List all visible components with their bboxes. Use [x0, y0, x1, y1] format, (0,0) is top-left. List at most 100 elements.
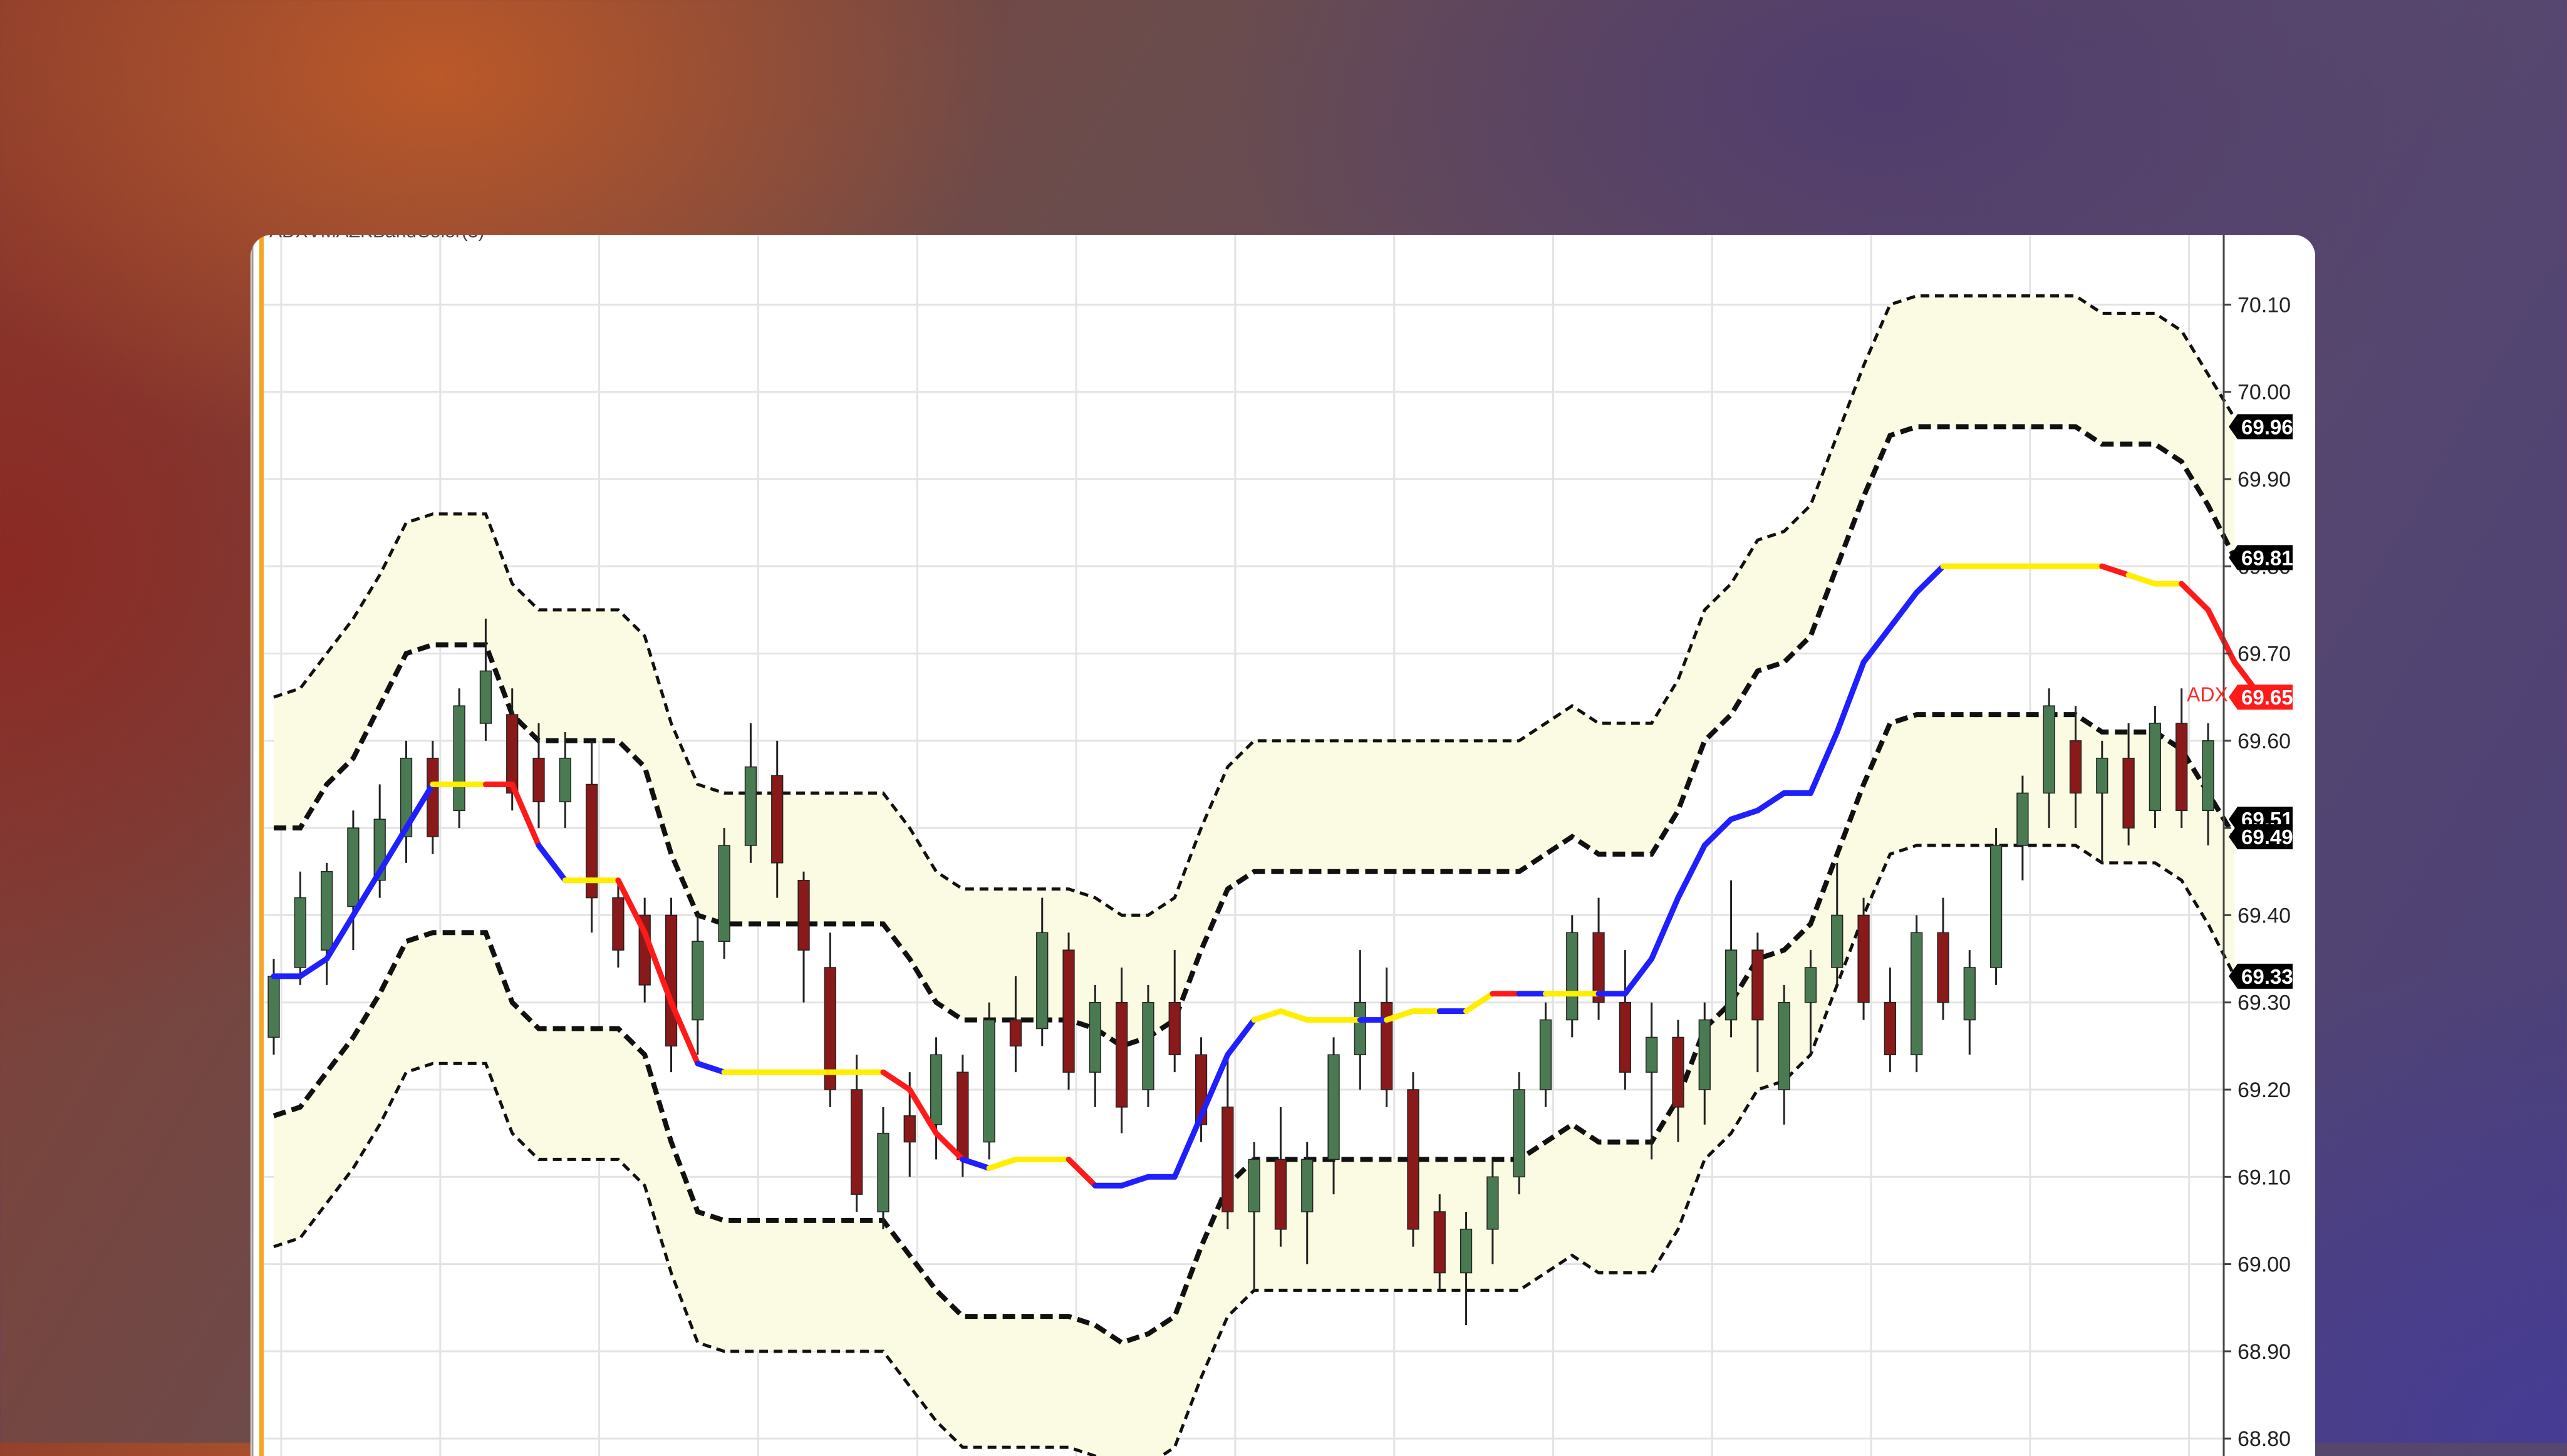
- axis-tick-label: 69.40: [2238, 904, 2291, 927]
- candle-body: [507, 715, 518, 793]
- candle: [745, 723, 757, 863]
- candle-body: [772, 776, 783, 863]
- candle-body: [878, 1133, 889, 1212]
- candle-body: [1885, 1003, 1896, 1055]
- ma-segment: [1228, 1020, 1254, 1055]
- ma-segment: [2182, 584, 2208, 610]
- candle: [586, 741, 598, 932]
- price-tag-label: 69.33: [2241, 965, 2293, 988]
- candle: [1540, 1003, 1552, 1107]
- candle-body: [2123, 758, 2134, 828]
- ma-segment: [2102, 566, 2129, 575]
- price-tag-label: 69.81: [2241, 546, 2293, 569]
- candle-body: [1487, 1177, 1498, 1229]
- axis-tick-label: 68.80: [2238, 1427, 2291, 1451]
- candle-body: [613, 898, 624, 951]
- candle: [931, 1037, 942, 1159]
- candle: [692, 915, 703, 1055]
- candle-body: [1619, 1003, 1631, 1072]
- candle: [1461, 1212, 1472, 1325]
- ma-segment: [2129, 575, 2155, 584]
- candle-body: [1513, 1090, 1525, 1177]
- candle-body: [1964, 968, 1975, 1020]
- candle-body: [718, 845, 730, 941]
- ma-segment: [698, 1063, 724, 1072]
- ma-segment: [1254, 1011, 1280, 1020]
- candle-body: [1672, 1037, 1684, 1107]
- session-start-marker: [259, 235, 264, 1456]
- candle-body: [294, 898, 306, 968]
- ma-segment: [539, 845, 565, 880]
- candle: [1222, 1055, 1233, 1229]
- candle-body: [1699, 1020, 1710, 1090]
- indicator-name: ADXVMAZKBandColor(3): [269, 235, 484, 242]
- candle: [798, 872, 809, 1003]
- candle: [1778, 985, 1790, 1125]
- candle-body: [798, 880, 809, 950]
- ma-segment: [1122, 1177, 1148, 1185]
- candle-body: [1275, 1159, 1287, 1229]
- candle-body: [2070, 741, 2082, 793]
- ma-segment: [989, 1159, 1015, 1168]
- axis-tick-label: 69.20: [2238, 1078, 2291, 1102]
- candle-body: [2176, 723, 2187, 810]
- candle-body: [1063, 950, 1074, 1072]
- ma-segment: [1864, 627, 1890, 663]
- ma-segment: [1704, 819, 1731, 845]
- ma-segment: [1625, 959, 1651, 994]
- candle-body: [1381, 1003, 1392, 1090]
- candle-body: [1461, 1229, 1472, 1273]
- candle: [1567, 915, 1578, 1037]
- candle-body: [1858, 915, 1869, 1002]
- candle-body: [1805, 968, 1817, 1003]
- candle: [268, 959, 279, 1055]
- candle: [294, 872, 306, 985]
- candle: [878, 1107, 889, 1229]
- ma-segment: [1731, 810, 1758, 819]
- ma-segment: [1837, 663, 1864, 732]
- candle: [983, 1003, 995, 1160]
- candle-body: [1169, 1003, 1180, 1055]
- axis-tick-label: 70.00: [2238, 381, 2291, 405]
- axis-tick-label: 69.60: [2238, 730, 2291, 753]
- candle: [1858, 898, 1869, 1020]
- candle-body: [931, 1055, 942, 1124]
- candle: [1619, 950, 1631, 1090]
- candle-body: [1116, 1003, 1128, 1107]
- candle: [1885, 968, 1896, 1072]
- candle-body: [268, 976, 279, 1038]
- axis-tick-label: 69.00: [2238, 1253, 2291, 1277]
- candle-body: [2202, 741, 2214, 810]
- candle: [718, 828, 730, 959]
- chart-window: ADXVMAZKBandColor(3) 70.1070.0069.9069.8…: [251, 235, 2315, 1456]
- candle-body: [348, 828, 359, 906]
- price-tag: 69.49: [2229, 824, 2293, 849]
- candle: [401, 741, 412, 863]
- price-tag: 69.81: [2229, 545, 2293, 570]
- ma-segment: [1678, 845, 1704, 898]
- adx-label: ADX: [2187, 683, 2228, 706]
- candle-body: [1143, 1003, 1154, 1090]
- ma-segment: [1175, 1116, 1201, 1177]
- candle-body: [1328, 1055, 1339, 1159]
- price-tag: 69.33: [2229, 964, 2293, 989]
- candle: [851, 1055, 863, 1212]
- candle-body: [1089, 1003, 1101, 1072]
- ma-segment: [1890, 592, 1916, 627]
- price-chart[interactable]: ADXVMAZKBandColor(3) 70.1070.0069.9069.8…: [251, 235, 2315, 1456]
- candle: [454, 688, 465, 828]
- candle-body: [1434, 1212, 1445, 1273]
- axis-tick-label: 70.10: [2238, 293, 2291, 317]
- ma-segment: [1652, 898, 1678, 959]
- candle-body: [1037, 932, 1048, 1028]
- candle-body: [1646, 1037, 1657, 1072]
- candle-body: [1752, 950, 1763, 1020]
- candle-body: [1222, 1107, 1233, 1212]
- ma-segment: [1917, 566, 1943, 592]
- candle-body: [745, 767, 757, 845]
- candle-body: [2017, 793, 2028, 845]
- candle: [348, 810, 359, 950]
- candle-body: [454, 706, 465, 810]
- candle: [2150, 706, 2161, 828]
- candle-body: [559, 758, 571, 802]
